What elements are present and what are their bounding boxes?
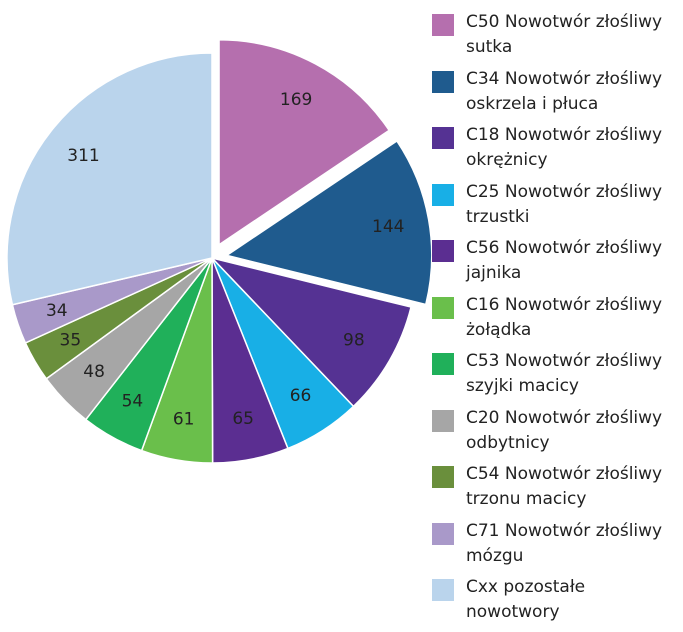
data-label: 35	[60, 331, 82, 351]
legend-swatch	[432, 353, 454, 375]
data-label: 61	[173, 410, 195, 430]
legend-swatch	[432, 240, 454, 262]
legend-item: C56 Nowotwór złośliwy jajnika	[432, 236, 683, 293]
legend-swatch	[432, 70, 454, 93]
legend-swatch	[432, 522, 454, 545]
legend-label: C34 Nowotwór złośliwy oskrzela i płuca	[466, 68, 663, 114]
pie-slice	[218, 39, 391, 247]
pie-slice	[209, 256, 412, 408]
data-label: 98	[343, 330, 365, 350]
pie-slice	[224, 139, 433, 306]
legend-label: C71 Nowotwór złośliwy mózgu	[466, 520, 663, 566]
legend-label: C50 Nowotwór złośliwy sutka	[466, 12, 663, 57]
legend-item: C18 Nowotwór złośliwy okrężnicy	[432, 123, 683, 180]
data-label: 54	[122, 391, 144, 411]
legend-label: C56 Nowotwór złośliwy jajnika	[466, 238, 663, 283]
legend-swatch	[432, 127, 454, 149]
pie-slice	[6, 52, 213, 306]
legend-swatch	[432, 183, 454, 206]
legend-item: C16 Nowotwór złośliwy żołądka	[432, 293, 683, 350]
legend-label: C54 Nowotwór złośliwy trzonu macicy	[466, 464, 663, 509]
data-label: 48	[83, 362, 105, 382]
legend-label: C16 Nowotwór złośliwy żołądka	[466, 294, 663, 340]
legend-item: C71 Nowotwór złośliwy mózgu	[432, 519, 683, 576]
legend-item: C25 Nowotwór złośliwy trzustki	[432, 180, 683, 237]
legend-label: Cxx pozostałe nowotwory	[466, 577, 586, 622]
data-label: 144	[372, 217, 404, 237]
legend-item: C53 Nowotwór złośliwy szyjki macicy	[432, 349, 683, 406]
legend-swatch	[432, 466, 454, 488]
legend-label: C25 Nowotwór złośliwy trzustki	[466, 181, 663, 227]
legend-item: C54 Nowotwór złośliwy trzonu macicy	[432, 462, 683, 519]
data-label: 311	[67, 146, 99, 166]
legend-label: C20 Nowotwór złośliwy odbytnicy	[466, 407, 663, 453]
legend-swatch	[432, 409, 454, 432]
data-label: 169	[280, 90, 312, 110]
legend: C50 Nowotwór złośliwy sutka C34 Nowotwór …	[432, 10, 683, 632]
legend-item: C50 Nowotwór złośliwy sutka	[432, 10, 683, 67]
legend-label: C18 Nowotwór złośliwy okrężnicy	[466, 125, 663, 170]
legend-swatch	[432, 296, 454, 319]
legend-swatch	[432, 579, 454, 601]
data-label: 65	[232, 409, 254, 429]
legend-item: C20 Nowotwór złośliwy odbytnicy	[432, 406, 683, 463]
data-label: 34	[46, 301, 68, 321]
legend-item: Cxx pozostałe nowotwory	[432, 575, 683, 632]
legend-item: C34 Nowotwór złośliwy oskrzela i płuca	[432, 67, 683, 124]
page: {"chart_data": {"type": "pie", "categori…	[6, 12, 663, 622]
data-label: 66	[290, 386, 312, 406]
legend-swatch	[432, 14, 454, 36]
legend-label: C53 Nowotwór złośliwy szyjki macicy	[466, 351, 663, 396]
